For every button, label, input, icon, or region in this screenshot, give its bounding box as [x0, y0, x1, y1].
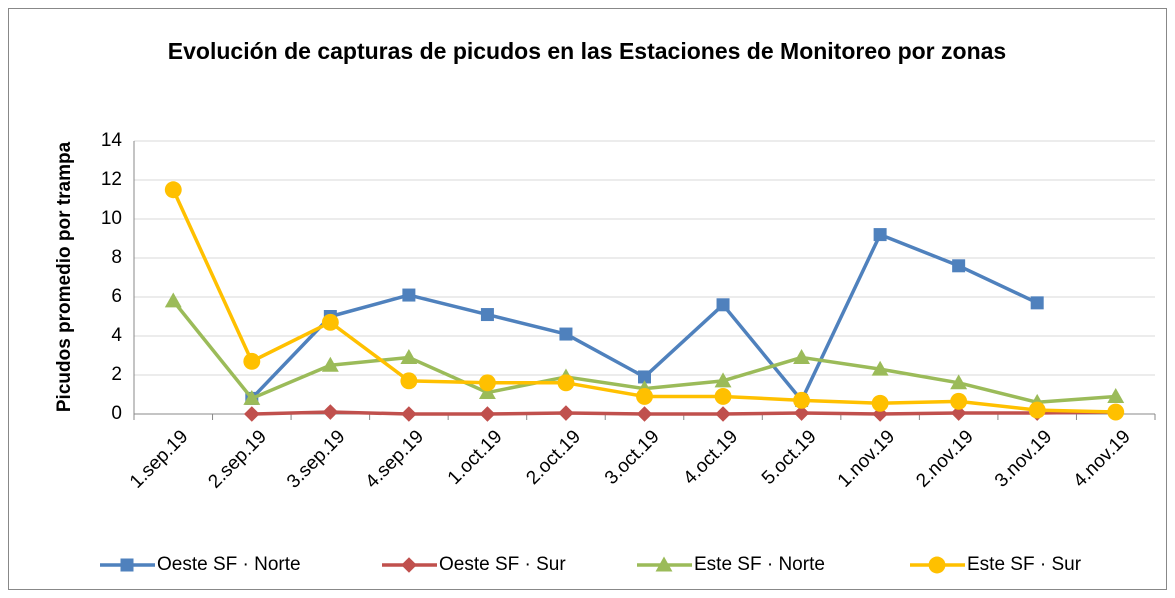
y-tick-label: 0 [111, 403, 122, 424]
marker [557, 374, 575, 392]
marker [480, 308, 494, 322]
marker [479, 406, 496, 422]
marker [636, 406, 653, 422]
marker [715, 406, 731, 422]
y-tick-label: 2 [111, 364, 122, 385]
legend-label: Este SF · Norte [694, 554, 825, 575]
chart-title: Evolución de capturas de picudos en las … [167, 38, 1007, 64]
marker [401, 406, 417, 422]
marker [401, 557, 417, 573]
marker [243, 352, 261, 370]
marker [1107, 388, 1125, 403]
marker [321, 356, 339, 372]
marker [793, 405, 810, 421]
marker [400, 372, 418, 390]
legend-label: Oeste SF · Sur [439, 554, 566, 575]
marker [928, 556, 946, 574]
y-tick-label: 12 [101, 169, 122, 190]
legend-label: Este SF · Sur [967, 554, 1082, 575]
marker [478, 384, 496, 400]
marker [321, 313, 339, 331]
y-axis-label: Picudos promedio por trampa [54, 141, 75, 412]
series-line [251, 410, 1116, 416]
y-tick-label: 6 [111, 286, 122, 307]
marker [714, 388, 732, 405]
marker [402, 288, 416, 302]
marker [871, 394, 889, 412]
marker [478, 374, 496, 392]
marker [638, 370, 651, 384]
y-tick-label: 4 [111, 325, 122, 346]
marker [714, 372, 732, 388]
marker [164, 292, 182, 308]
marker [400, 349, 418, 364]
marker [716, 298, 730, 312]
marker [873, 228, 887, 242]
marker [793, 391, 811, 409]
marker [871, 360, 889, 376]
marker [120, 558, 134, 572]
y-tick-label: 8 [111, 247, 122, 268]
marker [952, 259, 966, 273]
marker [793, 349, 811, 364]
marker [164, 181, 182, 199]
marker [1030, 296, 1044, 310]
marker [1107, 403, 1125, 421]
marker [950, 405, 967, 421]
marker [1028, 401, 1046, 419]
y-tick-label: 10 [101, 208, 122, 229]
marker [243, 389, 261, 405]
legend-label: Oeste SF · Norte [157, 554, 301, 575]
marker [950, 374, 968, 390]
marker [322, 404, 339, 420]
marker [655, 556, 673, 572]
marker [244, 406, 260, 422]
marker [559, 327, 573, 341]
chart-border [8, 8, 1167, 590]
y-tick-label: 14 [101, 130, 123, 151]
marker [950, 392, 968, 410]
marker [636, 388, 653, 405]
marker [558, 405, 574, 421]
